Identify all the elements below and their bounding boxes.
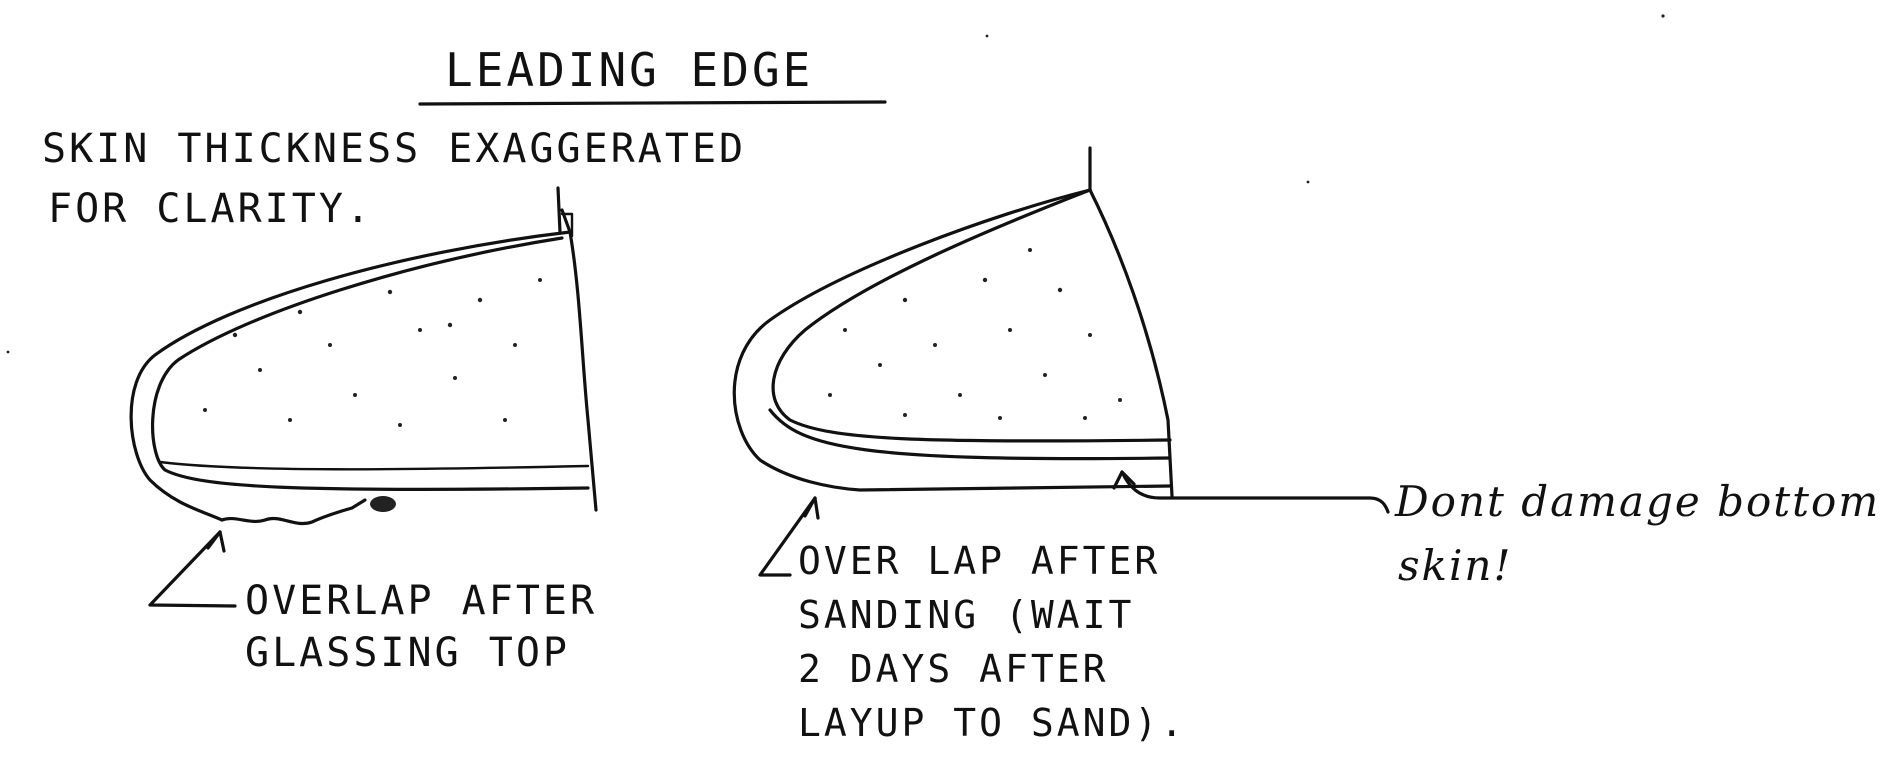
left-callout-line-2: GLASSING TOP <box>245 630 570 676</box>
middle-callout-line-4: LAYUP TO SAND). <box>798 701 1186 745</box>
middle-callout-arrow <box>758 496 820 577</box>
diagram-title: LEADING EDGE <box>445 43 813 97</box>
left-airfoil-profile <box>129 186 598 525</box>
title-underline <box>418 100 887 106</box>
right-callout-line-2: skin! <box>1398 541 1512 590</box>
right-callout-arrow <box>1112 470 1390 514</box>
middle-callout-line-3: 2 DAYS AFTER <box>798 647 1109 691</box>
middle-callout-line-1: OVER LAP AFTER <box>798 539 1160 583</box>
middle-callout-line-2: SANDING (WAIT <box>798 593 1134 637</box>
note-line-1: SKIN THICKNESS EXAGGERATED <box>42 126 746 172</box>
right-callout-line-1: Dont damage bottom <box>1394 477 1880 526</box>
left-callout-line-1: OVERLAP AFTER <box>245 578 597 624</box>
note-line-2: FOR CLARITY. <box>48 186 373 232</box>
left-callout-arrow <box>148 530 237 608</box>
middle-airfoil-profile <box>732 146 1174 498</box>
resin-blob <box>370 496 396 512</box>
